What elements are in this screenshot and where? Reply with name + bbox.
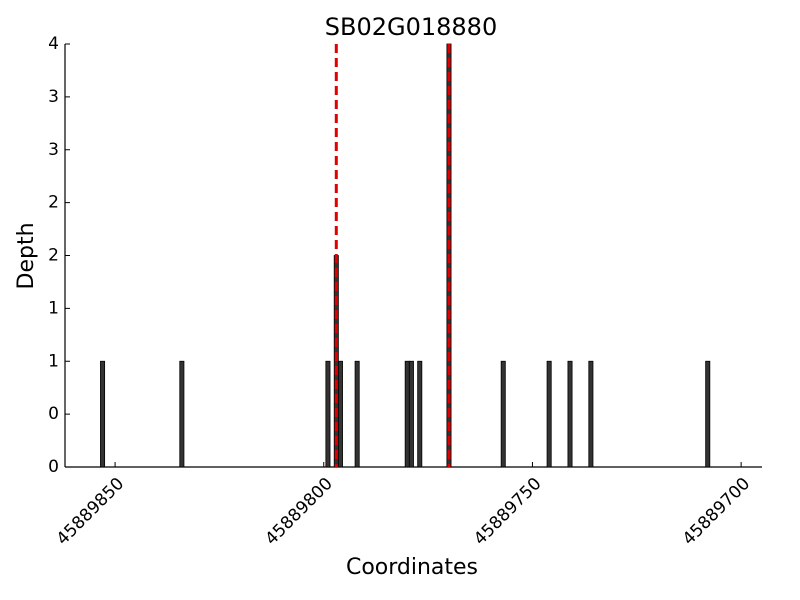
bar <box>404 360 410 468</box>
chart-title: SB02G018880 <box>325 13 497 41</box>
y-tick-label: 4 <box>48 34 59 54</box>
bar <box>100 360 106 468</box>
x-tick-label: 45889750 <box>470 474 545 549</box>
y-tick-label: 2 <box>48 246 59 266</box>
bar <box>179 360 185 468</box>
bar <box>325 360 331 468</box>
y-tick-label: 1 <box>48 351 59 371</box>
y-tick-label: 2 <box>48 193 59 213</box>
bar <box>588 360 594 468</box>
y-tick-label: 1 <box>48 298 59 318</box>
bar <box>567 360 573 468</box>
y-tick-label: 3 <box>48 87 59 107</box>
x-tick-label: 45889850 <box>53 474 128 549</box>
bar <box>705 360 711 468</box>
x-axis-label: Coordinates <box>346 555 478 580</box>
bar <box>354 360 360 468</box>
y-tick-label: 3 <box>48 140 59 160</box>
bar <box>417 360 423 468</box>
bar <box>408 360 414 468</box>
y-tick-label: 0 <box>48 404 59 424</box>
x-tick-label: 45889700 <box>679 474 754 549</box>
y-tick-label: 0 <box>48 457 59 477</box>
y-axis-label: Depth <box>14 222 39 289</box>
x-tick-label: 45889800 <box>262 474 337 549</box>
bar <box>337 360 343 468</box>
bar <box>546 360 552 468</box>
bar <box>500 360 506 468</box>
